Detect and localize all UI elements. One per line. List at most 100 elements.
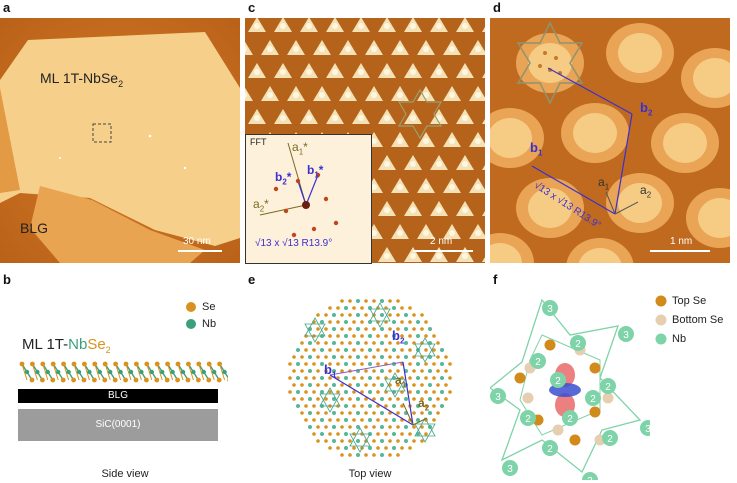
d-b2: b (640, 100, 648, 115)
nb-legend-dot (186, 319, 196, 329)
d-b1-sub: 1 (537, 148, 543, 158)
d-a1: a (598, 175, 605, 189)
d-a2: a (640, 183, 647, 197)
svg-text:3: 3 (507, 464, 513, 475)
svg-text:2: 2 (547, 444, 553, 455)
se-legend-label: Se (202, 301, 216, 313)
scale-bar-d (650, 250, 710, 252)
nb-site: 2 (570, 335, 586, 351)
d-b2-label: b2 (640, 100, 652, 118)
blg-layer-label: BLG (107, 390, 128, 401)
panel-b: b Se Nb ML 1T-NbSe2 BLG SiC(0001) Side v… (0, 268, 240, 483)
side-view-title: ML 1T-NbSe2 (22, 336, 111, 355)
panel-f: f 333333222222222 Top Se Bottom Se Nb (490, 268, 737, 483)
e-b1: b (324, 362, 332, 377)
side-view-lattice (19, 361, 228, 383)
star-of-david-cluster: 333333222222222 (490, 298, 650, 480)
panel-a: a ML 1T-NbSe2 BLG 30 nm (0, 0, 240, 265)
side-title-se: Se (87, 336, 106, 353)
top-se-legend-dot (655, 295, 667, 307)
e-b1-sub: 1 (331, 370, 337, 380)
d-a1-label: a1 (598, 175, 609, 191)
nb-site: 2 (585, 390, 601, 406)
fft-a2-star: * (264, 197, 269, 211)
bottom-se-legend-label: Bottom Se (672, 314, 724, 326)
top-view-lattice (288, 299, 452, 457)
panel-label-d: d (493, 0, 501, 15)
fft-a1-star: * (303, 140, 308, 154)
e-a1-sub: 1 (401, 380, 407, 390)
e-a1: a (395, 373, 402, 387)
scale-label-c: 2 nm (430, 236, 453, 247)
fft-inset (245, 134, 372, 264)
fft-b1-label: b1* (307, 163, 323, 179)
d-b2-sub: 2 (647, 108, 653, 118)
sic-layer-label: SiC(0001) (95, 419, 141, 430)
fft-b1: b (307, 163, 315, 177)
flake-shape (0, 18, 240, 263)
substrate-label: BLG (20, 220, 49, 236)
cdw-zoom-pattern (490, 18, 730, 263)
d-a1-sub: 1 (604, 182, 610, 192)
nb-site: 2 (550, 372, 566, 388)
fft-a2-label: a2* (253, 197, 269, 213)
fft-pattern (259, 142, 339, 238)
sic-layer: SiC(0001) (18, 409, 218, 441)
nb-site: 2 (530, 353, 546, 369)
nb-site: 3 (490, 388, 506, 404)
svg-text:3: 3 (495, 392, 501, 403)
svg-text:3: 3 (623, 330, 629, 341)
fft-a2: a (253, 197, 260, 211)
e-a1-label: a1 (395, 373, 406, 389)
side-title-sub: 2 (105, 345, 111, 355)
panel-c: c FFT a1* b2* b1* a2* √13 x √13 R13.9° 2… (245, 0, 485, 265)
fft-a1: a (292, 140, 299, 154)
flake-label-sub: 2 (118, 78, 124, 89)
fft-b1-star: * (318, 163, 324, 177)
fft-b2-star: * (286, 170, 292, 184)
e-a2-label: a2 (418, 396, 429, 412)
e-b2-label: b2 (392, 328, 404, 346)
nb-site: 2 (542, 440, 558, 456)
flake-label-text: ML 1T-NbSe (40, 70, 119, 86)
scale-label-d: 1 nm (670, 236, 693, 247)
svg-text:2: 2 (555, 376, 561, 387)
top-view-caption: Top view (348, 468, 392, 480)
nb-site: 3 (640, 420, 650, 436)
fft-a1-sub: 1 (298, 147, 304, 157)
scale-bar-a (178, 250, 222, 252)
fft-b2: b (275, 170, 283, 184)
nb-site: 2 (562, 410, 578, 426)
bottom-se-legend-dot (655, 314, 667, 326)
nb-site: 3 (582, 472, 598, 480)
panel-d: d b1 b2 a1 a2 √13 x √13 R13.9° 1 nm (490, 0, 730, 265)
scale-label-a: 30 nm (183, 236, 211, 247)
flake-label: ML 1T-NbSe2 (40, 70, 123, 89)
e-a2: a (418, 396, 425, 410)
se-legend-dot (186, 302, 196, 312)
blg-layer: BLG (18, 389, 218, 403)
scale-bar-c (413, 250, 473, 252)
side-title-prefix: ML 1T- (22, 336, 69, 353)
panel-label-a: a (3, 0, 11, 15)
side-title-nb: Nb (68, 336, 88, 353)
panel-label-b: b (3, 272, 11, 287)
nb-site: 2 (600, 378, 616, 394)
nb-site: 3 (502, 460, 518, 476)
panel-label-f: f (493, 272, 498, 287)
svg-text:2: 2 (607, 434, 613, 445)
panel-label-c: c (248, 0, 256, 15)
e-b1-label: b1 (324, 362, 336, 380)
fft-b1-sub: 1 (314, 170, 319, 180)
svg-text:2: 2 (575, 339, 581, 350)
stm-image-d (490, 18, 730, 263)
svg-text:2: 2 (567, 414, 573, 425)
nb-legend-label-f: Nb (672, 333, 687, 345)
d-b1: b (530, 140, 538, 155)
e-b2-sub: 2 (399, 336, 405, 346)
d-a2-sub: 2 (646, 190, 652, 200)
top-se-legend-label: Top Se (672, 295, 707, 307)
svg-text:3: 3 (587, 476, 593, 480)
panel-e: e b1 b2 a1 a2 Top view (245, 268, 485, 483)
svg-text:3: 3 (547, 304, 553, 315)
